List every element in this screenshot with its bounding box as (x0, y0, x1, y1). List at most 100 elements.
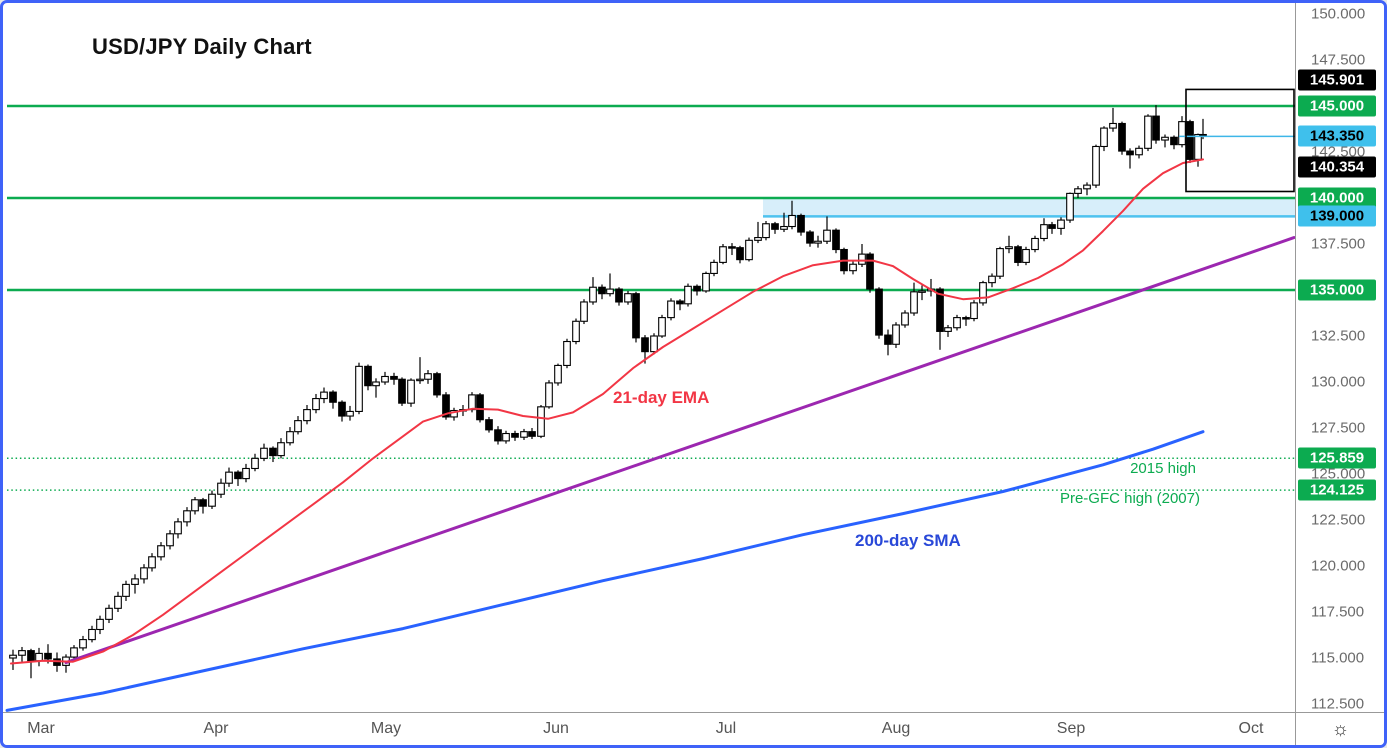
candle-body (70, 647, 78, 658)
candle-body (242, 467, 250, 480)
price-badge-145.901: 145.901 (1298, 69, 1376, 91)
price-tick-115.000: 115.000 (1311, 649, 1365, 667)
candle-body (702, 272, 710, 292)
candle-body (762, 223, 770, 239)
candle-body (823, 229, 831, 242)
candle-body (407, 379, 415, 404)
candle-body (114, 595, 122, 609)
candle-body (286, 431, 294, 444)
candle-body (1144, 115, 1152, 149)
candle-body (260, 447, 268, 459)
ema-label: 21-day EMA (613, 388, 710, 407)
candle-body (736, 247, 744, 261)
candle-body (1186, 121, 1194, 160)
candle-body (693, 285, 701, 292)
plot-area[interactable]: USD/JPY Daily Chart 21-day EMA 200-day S… (3, 3, 1295, 712)
candle-body (44, 652, 52, 660)
candle-body (312, 398, 320, 411)
candle-body (208, 493, 216, 507)
candle-body (511, 432, 519, 438)
candle-body (970, 302, 978, 320)
candle-body (520, 431, 528, 438)
candle-body (105, 607, 113, 620)
candle-body (1074, 188, 1082, 194)
candle-body (632, 293, 640, 339)
candle-body (338, 401, 346, 417)
candle-body (269, 447, 277, 457)
price-tick-137.500: 137.500 (1311, 235, 1366, 253)
candle-body (1057, 219, 1065, 229)
ema-21-line (10, 158, 1204, 665)
candle-body (79, 639, 87, 649)
candle-body (502, 432, 510, 442)
month-label-sep: Sep (1056, 720, 1086, 737)
candle-body (606, 288, 614, 295)
month-label-mar: Mar (27, 720, 55, 737)
candle-body (1005, 246, 1013, 250)
candle-body (485, 419, 493, 431)
candle-body (251, 457, 259, 470)
candle-body (372, 381, 380, 387)
supply-zone (763, 198, 1295, 217)
trendline (64, 236, 1295, 665)
candle-body (832, 229, 840, 251)
candle-body (624, 293, 632, 303)
high-2015-label: 2015 high (1130, 460, 1196, 477)
candle-body (545, 382, 553, 408)
month-label-oct: Oct (1238, 720, 1264, 737)
candle-body (122, 583, 130, 597)
month-label-apr: Apr (203, 720, 229, 737)
candle-body (346, 410, 354, 417)
time-axis[interactable]: Mar Apr May Jun Jul Aug Sep Oct ☼ (3, 712, 1384, 745)
price-axis[interactable]: 150.000 147.500 142.500 137.500 132.500 130.0… (1295, 3, 1384, 713)
candle-body (364, 365, 372, 387)
candle-body (710, 261, 718, 274)
candle-body (277, 442, 285, 457)
candle-body (988, 275, 996, 284)
candle-body (684, 285, 692, 305)
candle-body (580, 301, 588, 322)
month-label-aug: Aug (881, 720, 911, 737)
sma-label: 200-day SMA (855, 531, 961, 550)
candle-body (875, 288, 883, 336)
candle-body (615, 288, 623, 303)
candle-body (416, 378, 424, 382)
candle-body (884, 334, 892, 345)
candle-body (589, 286, 597, 303)
candle-body (225, 471, 233, 484)
candle-body (745, 239, 753, 261)
price-tick-122.500: 122.500 (1311, 511, 1366, 529)
candle-body (892, 324, 900, 345)
price-tick-120.000: 120.000 (1311, 557, 1366, 575)
candle-body (1100, 127, 1108, 148)
candle-body (528, 431, 536, 437)
candles-layer (9, 105, 1207, 679)
candle-body (979, 282, 987, 304)
month-label-may: May (370, 720, 402, 737)
candle-body (650, 335, 658, 353)
candle-body (442, 394, 450, 418)
price-tick-125.000: 125.000 (1311, 465, 1366, 483)
candle-body (667, 300, 675, 319)
candle-body (27, 650, 35, 662)
candle-body (944, 327, 952, 332)
candle-body (910, 291, 918, 314)
candle-body (294, 420, 302, 433)
candle-body (1066, 192, 1074, 221)
price-badge-124.125: 124.125 (1298, 479, 1376, 501)
candle-body (424, 373, 432, 380)
settings-gear-icon[interactable]: ☼ (1295, 713, 1384, 745)
candlestick-chart[interactable] (3, 3, 1295, 712)
candle-body (658, 317, 666, 337)
candle-body (183, 510, 191, 523)
candle-body (780, 225, 788, 230)
candle-body (157, 545, 165, 558)
price-badge-135.000: 135.000 (1298, 279, 1376, 301)
candle-body (962, 317, 970, 320)
price-badge-140.354: 140.354 (1298, 156, 1376, 178)
candle-body (1118, 122, 1126, 152)
candle-body (494, 429, 502, 442)
candle-body (199, 499, 207, 507)
candle-body (996, 248, 1004, 277)
